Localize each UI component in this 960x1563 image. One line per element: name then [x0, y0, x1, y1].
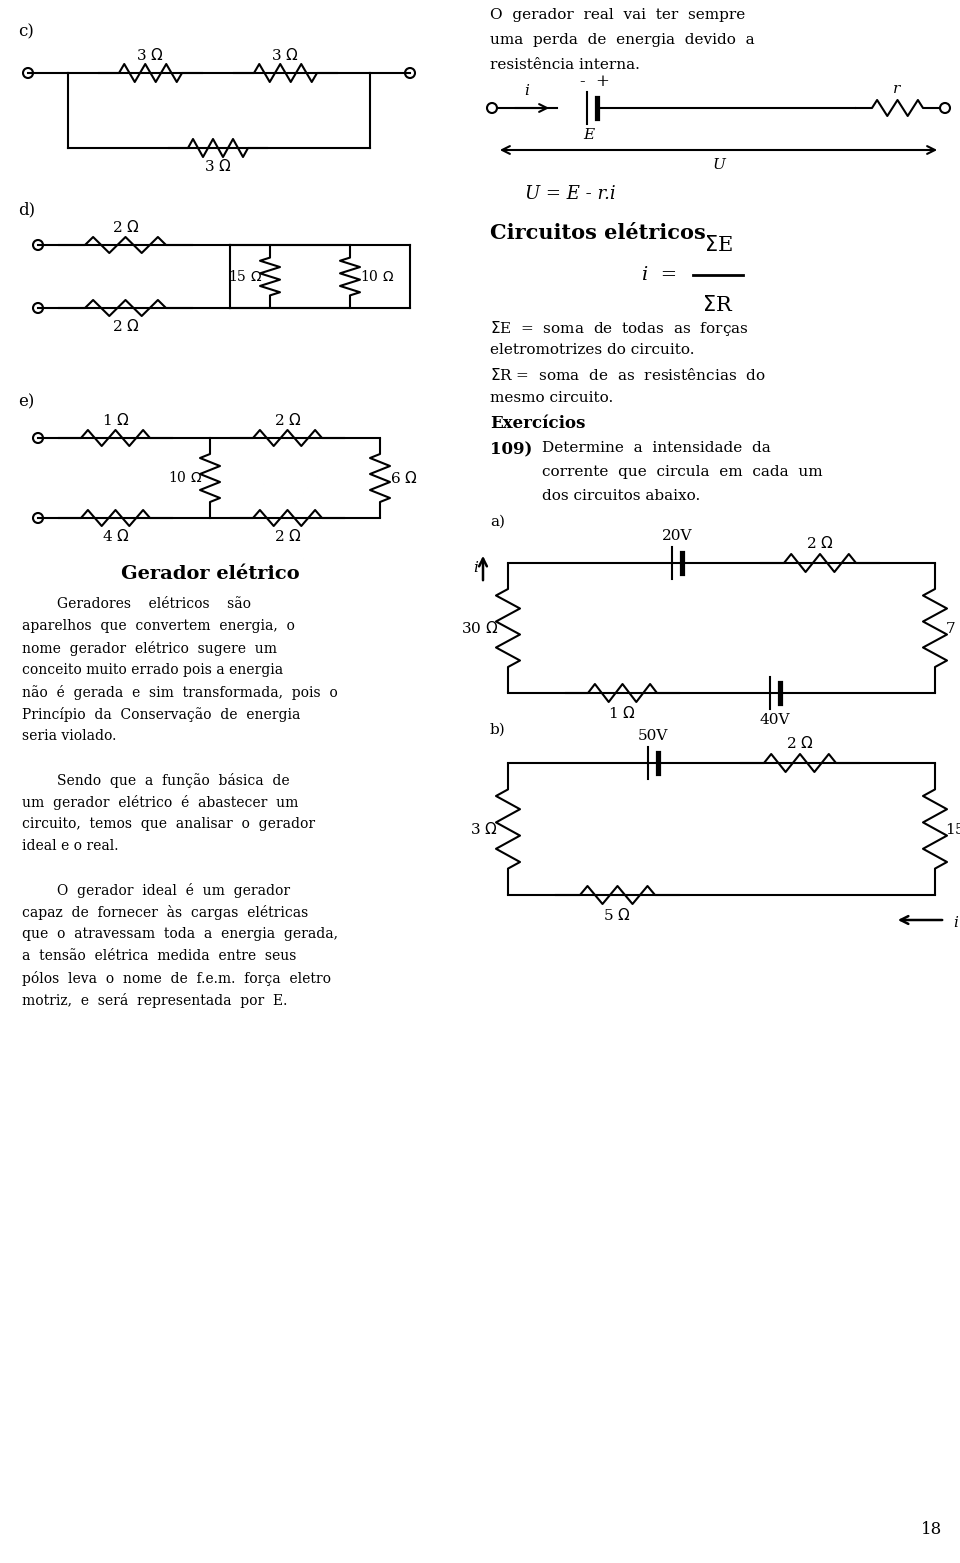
Text: não  é  gerada  e  sim  transformada,  pois  o: não é gerada e sim transformada, pois o	[22, 685, 338, 700]
Text: 30 $\Omega$: 30 $\Omega$	[461, 621, 498, 636]
Text: conceito muito errado pois a energia: conceito muito errado pois a energia	[22, 663, 283, 677]
Text: c): c)	[18, 23, 34, 41]
Text: 18: 18	[921, 1521, 942, 1538]
Text: $\Sigma$R: $\Sigma$R	[703, 295, 733, 316]
Text: 109): 109)	[490, 441, 533, 458]
Text: U = E - r.i: U = E - r.i	[525, 184, 615, 203]
Text: 3 $\Omega$: 3 $\Omega$	[470, 821, 498, 838]
Text: Princípio  da  Conservação  de  energia: Princípio da Conservação de energia	[22, 706, 300, 722]
Text: eletromotrizes do circuito.: eletromotrizes do circuito.	[490, 342, 694, 356]
Text: e): e)	[18, 392, 35, 410]
Text: Gerador elétrico: Gerador elétrico	[121, 564, 300, 583]
Text: 2 $\Omega$: 2 $\Omega$	[275, 413, 301, 428]
Text: 2 $\Omega$: 2 $\Omega$	[112, 317, 140, 334]
Text: $\Sigma$E  =  soma  de  todas  as  forças: $\Sigma$E = soma de todas as forças	[490, 319, 749, 338]
Text: que  o  atravessam  toda  a  energia  gerada,: que o atravessam toda a energia gerada,	[22, 927, 338, 941]
Text: -: -	[579, 73, 585, 91]
Text: nome  gerador  elétrico  sugere  um: nome gerador elétrico sugere um	[22, 641, 277, 656]
Text: uma  perda  de  energia  devido  a: uma perda de energia devido a	[490, 33, 755, 47]
Text: 40V: 40V	[759, 713, 790, 727]
Text: dos circuitos abaixo.: dos circuitos abaixo.	[542, 489, 700, 503]
Text: 3 $\Omega$: 3 $\Omega$	[271, 47, 299, 63]
Text: a  tensão  elétrica  medida  entre  seus: a tensão elétrica medida entre seus	[22, 949, 297, 963]
Text: i: i	[473, 561, 478, 575]
Text: 7 $\Omega$: 7 $\Omega$	[945, 621, 960, 636]
Text: motriz,  e  será  representada  por  E.: motriz, e será representada por E.	[22, 993, 287, 1008]
Text: 1 $\Omega$: 1 $\Omega$	[102, 413, 130, 428]
Text: 2 $\Omega$: 2 $\Omega$	[275, 528, 301, 544]
Text: 5 $\Omega$: 5 $\Omega$	[603, 907, 631, 924]
Text: +: +	[595, 73, 609, 91]
Text: $\Sigma$R =  soma  de  as  resistências  do: $\Sigma$R = soma de as resistências do	[490, 367, 766, 383]
Text: a): a)	[490, 514, 505, 528]
Text: pólos  leva  o  nome  de  f.e.m.  força  eletro: pólos leva o nome de f.e.m. força eletro	[22, 971, 331, 986]
Text: corrente  que  circula  em  cada  um: corrente que circula em cada um	[542, 466, 823, 478]
Text: 6 $\Omega$: 6 $\Omega$	[390, 470, 418, 486]
Text: 15 $\Omega$: 15 $\Omega$	[228, 269, 262, 284]
Text: Circuitos elétricos: Circuitos elétricos	[490, 224, 706, 242]
Text: 3 $\Omega$: 3 $\Omega$	[136, 47, 164, 63]
Text: 20V: 20V	[661, 528, 692, 542]
Text: Determine  a  intensidade  da: Determine a intensidade da	[542, 441, 771, 455]
Text: 10 $\Omega$: 10 $\Omega$	[360, 269, 395, 284]
Text: 4 $\Omega$: 4 $\Omega$	[102, 528, 130, 544]
Text: 10 $\Omega$: 10 $\Omega$	[168, 470, 202, 486]
Text: ideal e o real.: ideal e o real.	[22, 839, 118, 853]
Text: um  gerador  elétrico  é  abastecer  um: um gerador elétrico é abastecer um	[22, 796, 299, 810]
Text: 2 $\Omega$: 2 $\Omega$	[806, 535, 834, 552]
Text: r: r	[894, 81, 900, 95]
Text: d): d)	[18, 202, 36, 217]
Text: O  gerador  real  vai  ter  sempre: O gerador real vai ter sempre	[490, 8, 745, 22]
Text: b): b)	[490, 724, 506, 738]
Text: Geradores    elétricos    são: Geradores elétricos são	[22, 597, 251, 611]
Text: O  gerador  ideal  é  um  gerador: O gerador ideal é um gerador	[22, 883, 290, 899]
Text: circuito,  temos  que  analisar  o  gerador: circuito, temos que analisar o gerador	[22, 817, 315, 832]
Text: capaz  de  fornecer  às  cargas  elétricas: capaz de fornecer às cargas elétricas	[22, 905, 308, 921]
Text: $\Sigma$E: $\Sigma$E	[704, 234, 732, 255]
Text: mesmo circuito.: mesmo circuito.	[490, 391, 613, 405]
Text: i: i	[524, 84, 529, 98]
Text: 50V: 50V	[637, 728, 668, 742]
Text: Sendo  que  a  função  básica  de: Sendo que a função básica de	[22, 774, 290, 788]
Text: i: i	[953, 916, 958, 930]
Text: 2 $\Omega$: 2 $\Omega$	[786, 735, 814, 750]
Text: resistência interna.: resistência interna.	[490, 58, 640, 72]
Text: 2 $\Omega$: 2 $\Omega$	[112, 219, 140, 234]
Text: 15 $\Omega$: 15 $\Omega$	[945, 821, 960, 838]
Text: seria violado.: seria violado.	[22, 728, 116, 742]
Text: 1 $\Omega$: 1 $\Omega$	[609, 705, 636, 721]
Text: i  =: i =	[642, 266, 678, 284]
Text: Exercícios: Exercícios	[490, 416, 586, 431]
Text: U: U	[712, 158, 725, 172]
Text: aparelhos  que  convertem  energia,  o: aparelhos que convertem energia, o	[22, 619, 295, 633]
Text: 3 $\Omega$: 3 $\Omega$	[204, 158, 231, 173]
Text: E: E	[584, 128, 594, 142]
